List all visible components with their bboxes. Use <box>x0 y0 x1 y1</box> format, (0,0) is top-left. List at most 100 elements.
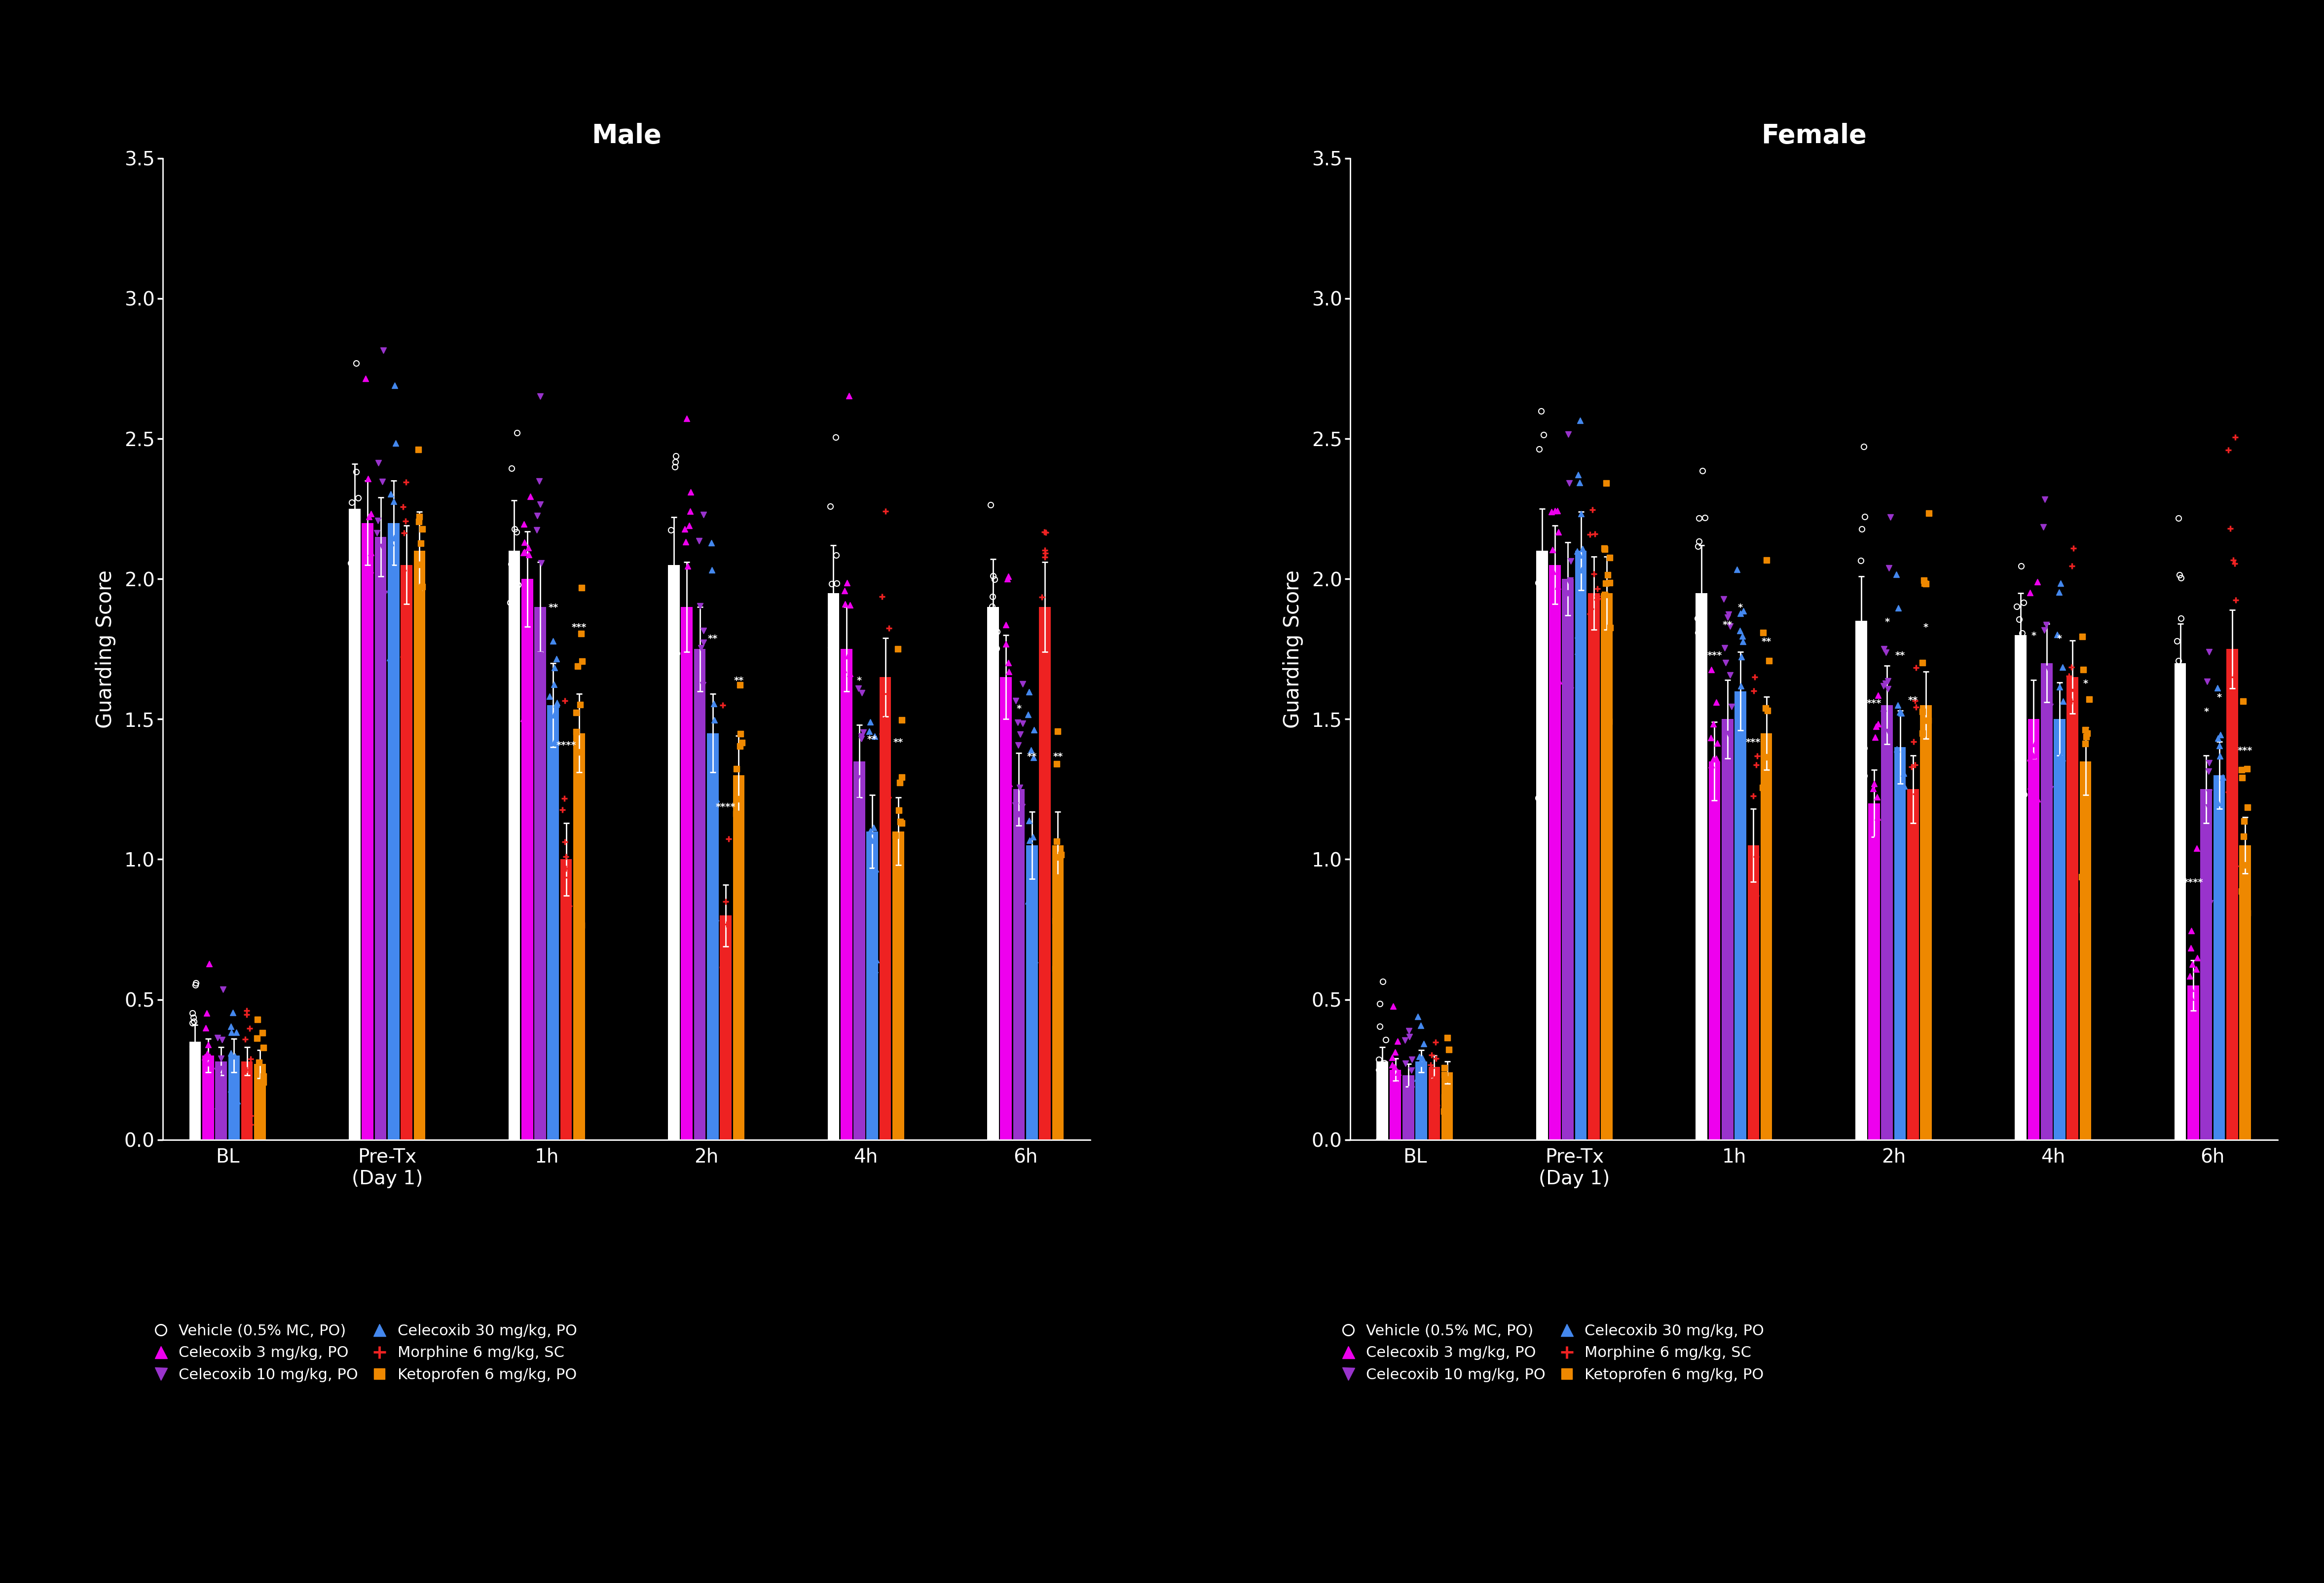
Text: ****: **** <box>555 741 576 750</box>
Bar <box>2212 776 2224 1140</box>
Bar <box>1376 1061 1387 1140</box>
Bar <box>892 831 904 1140</box>
Text: *: * <box>1885 617 1889 627</box>
Text: *: * <box>1738 603 1743 613</box>
Bar <box>2054 719 2066 1140</box>
Text: ***: *** <box>1708 651 1722 660</box>
Bar <box>853 761 865 1140</box>
Bar <box>1722 719 1734 1140</box>
Bar <box>867 831 878 1140</box>
Bar <box>374 537 386 1140</box>
Bar <box>1576 551 1587 1140</box>
Text: ***: *** <box>1745 738 1762 747</box>
Bar <box>1697 594 1708 1140</box>
Text: *: * <box>858 676 862 685</box>
Text: *: * <box>2217 693 2222 703</box>
Y-axis label: Guarding Score: Guarding Score <box>1283 570 1304 728</box>
Bar <box>1039 606 1050 1140</box>
Bar <box>1880 704 1892 1140</box>
Text: **: ** <box>1908 697 1917 704</box>
Text: **: ** <box>1722 621 1731 630</box>
Text: *: * <box>1016 704 1023 714</box>
Title: Male: Male <box>593 123 662 149</box>
Text: ***: *** <box>572 622 586 632</box>
Bar <box>1855 621 1866 1140</box>
Bar <box>1762 733 1773 1140</box>
Text: **: ** <box>709 635 718 643</box>
Bar <box>2066 678 2078 1140</box>
Bar <box>228 1056 239 1140</box>
Bar <box>253 1064 265 1140</box>
Bar <box>388 522 400 1140</box>
Bar <box>1894 747 1906 1140</box>
Bar <box>2175 663 2187 1140</box>
Text: **: ** <box>1027 752 1037 761</box>
Bar <box>1708 761 1720 1140</box>
Bar <box>1415 1061 1427 1140</box>
Bar <box>1053 845 1064 1140</box>
Bar <box>2015 635 2027 1140</box>
Bar <box>720 915 732 1140</box>
Text: **: ** <box>548 603 558 613</box>
Bar <box>2240 845 2252 1140</box>
Bar <box>1920 704 1931 1140</box>
Bar <box>1734 692 1745 1140</box>
Bar <box>2080 761 2092 1140</box>
Bar <box>1027 845 1039 1140</box>
Bar <box>681 606 693 1140</box>
Bar <box>1562 579 1573 1140</box>
Bar <box>548 704 560 1140</box>
Bar <box>1748 845 1759 1140</box>
Bar <box>363 522 374 1140</box>
Bar <box>560 860 572 1140</box>
Bar <box>202 1056 214 1140</box>
Bar <box>509 551 521 1140</box>
Bar <box>999 678 1011 1140</box>
Text: ****: **** <box>716 803 737 812</box>
Bar <box>1908 790 1920 1140</box>
Bar <box>732 776 744 1140</box>
Text: **: ** <box>1894 651 1906 660</box>
Bar <box>2040 663 2052 1140</box>
Bar <box>1601 594 1613 1140</box>
Bar <box>188 1042 200 1140</box>
Text: **: ** <box>734 676 744 685</box>
Bar <box>841 649 853 1140</box>
Text: *: * <box>2057 635 2061 643</box>
Text: ***: *** <box>2238 746 2252 755</box>
Bar <box>1401 1075 1413 1140</box>
Bar <box>706 733 718 1140</box>
Bar <box>827 594 839 1140</box>
Bar <box>878 678 890 1140</box>
Text: *: * <box>2082 679 2087 689</box>
Bar <box>1868 803 1880 1140</box>
Bar <box>2029 719 2040 1140</box>
Text: *: * <box>2031 632 2036 641</box>
Bar <box>1013 790 1025 1140</box>
Bar <box>695 649 706 1140</box>
Bar <box>1587 594 1599 1140</box>
Bar <box>988 606 999 1140</box>
Bar <box>1429 1067 1441 1140</box>
Bar <box>1536 551 1548 1140</box>
Bar <box>1441 1072 1452 1140</box>
Text: ***: *** <box>1866 698 1882 708</box>
Y-axis label: Guarding Score: Guarding Score <box>95 570 116 728</box>
Text: **: ** <box>1053 752 1062 761</box>
Text: ****: **** <box>2182 879 2203 888</box>
Legend: Vehicle (0.5% MC, PO), Celecoxib 3 mg/kg, PO, Celecoxib 10 mg/kg, PO, Celecoxib : Vehicle (0.5% MC, PO), Celecoxib 3 mg/kg… <box>1339 1323 1764 1382</box>
Text: *: * <box>2203 708 2208 717</box>
Legend: Vehicle (0.5% MC, PO), Celecoxib 3 mg/kg, PO, Celecoxib 10 mg/kg, PO, Celecoxib : Vehicle (0.5% MC, PO), Celecoxib 3 mg/kg… <box>151 1323 576 1382</box>
Bar <box>2187 986 2199 1140</box>
Text: **: ** <box>867 735 876 744</box>
Bar <box>414 551 425 1140</box>
Bar <box>1390 1070 1401 1140</box>
Bar <box>521 579 532 1140</box>
Bar <box>2201 790 2212 1140</box>
Bar <box>349 508 360 1140</box>
Text: **: ** <box>1762 636 1771 646</box>
Text: *: * <box>1924 622 1929 632</box>
Bar <box>216 1061 228 1140</box>
Bar <box>400 565 411 1140</box>
Title: Female: Female <box>1762 123 1866 149</box>
